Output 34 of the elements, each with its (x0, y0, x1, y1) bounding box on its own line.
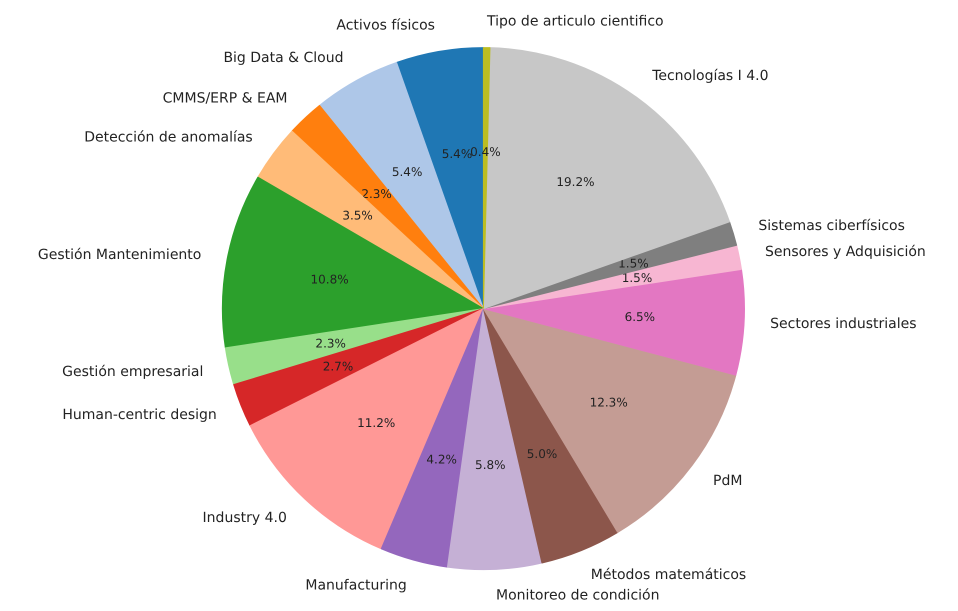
data-label: 6.5% (624, 310, 656, 324)
data-label: 5.8% (475, 458, 506, 472)
data-label: 2.7% (322, 360, 354, 374)
data-label: 2.3% (361, 187, 392, 202)
data-label: 5.4% (442, 147, 472, 162)
data-label: 2.3% (315, 336, 346, 350)
data-label: 3.5% (342, 208, 373, 222)
slice-label: Industry 4.0 (202, 510, 287, 526)
data-label: 5.0% (526, 446, 558, 461)
data-label: 11.2% (357, 416, 396, 430)
slice-label: Monitoreo de condición (496, 588, 660, 604)
data-label: 1.5% (618, 256, 649, 270)
slice-label: Sectores industriales (770, 316, 917, 332)
data-label: 0.4% (470, 144, 501, 159)
slice-label: Manufacturing (305, 577, 407, 594)
slice-label: CMMS/ERP & EAM (162, 90, 288, 107)
slice-label: Big Data & Cloud (223, 50, 344, 66)
slice-label: Métodos matemáticos (590, 566, 746, 583)
data-label: 1.5% (622, 270, 652, 285)
data-label: 5.4% (392, 164, 422, 179)
data-label: 19.2% (556, 174, 595, 189)
data-label: 4.2% (426, 452, 457, 467)
slice-label: Gestión empresarial (62, 364, 204, 380)
data-label: 12.3% (590, 396, 628, 410)
slice-label: Sistemas ciberfísicos (758, 218, 905, 234)
slice-label: Activos físicos (336, 18, 435, 34)
slice-label: Tecnologías I 4.0 (651, 68, 769, 84)
data-label: 10.8% (310, 272, 349, 286)
slice-label: Human-centric design (62, 407, 217, 424)
slice-label: Tipo de articulo cientifico (486, 13, 664, 30)
slice-label: Detección de anomalías (84, 130, 253, 146)
slice-label: Sensores y Adquisición (764, 244, 926, 260)
slice-label: Gestión Mantenimiento (38, 246, 202, 263)
slice-label: PdM (713, 473, 742, 490)
